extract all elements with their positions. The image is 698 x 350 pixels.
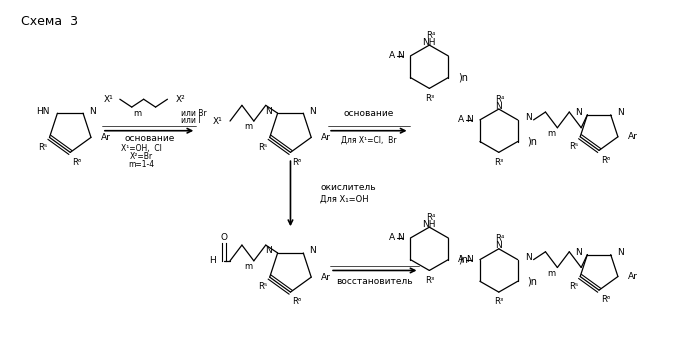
Text: Ar: Ar [321, 273, 331, 282]
Text: X²: X² [175, 95, 185, 104]
Text: R⁶: R⁶ [292, 158, 302, 167]
Text: Для X₁=OH: Для X₁=OH [320, 195, 369, 204]
Text: m: m [133, 108, 142, 118]
Text: R⁶: R⁶ [601, 156, 610, 165]
Text: N: N [466, 116, 473, 124]
Text: R³: R³ [494, 298, 503, 307]
Text: R⁵: R⁵ [258, 282, 268, 292]
Text: R⁵: R⁵ [569, 282, 578, 291]
Text: H: H [209, 256, 216, 265]
Text: R⁶: R⁶ [292, 298, 302, 307]
Text: N: N [309, 246, 316, 256]
Text: Ar: Ar [628, 132, 638, 141]
Text: R⁵: R⁵ [258, 143, 268, 152]
Text: R³: R³ [424, 94, 434, 103]
Text: R³: R³ [494, 158, 503, 167]
Text: Схема  3: Схема 3 [21, 15, 77, 28]
Text: R⁴: R⁴ [495, 234, 505, 244]
Text: )n: )n [528, 276, 537, 286]
Text: N: N [525, 253, 531, 262]
Text: R⁶: R⁶ [601, 295, 610, 304]
Text: N: N [466, 255, 473, 264]
Text: NH: NH [422, 38, 436, 47]
Text: N: N [496, 102, 502, 111]
Text: N: N [616, 248, 623, 257]
Text: R⁵: R⁵ [569, 142, 578, 151]
Text: Ar: Ar [101, 133, 111, 142]
Text: восстановитель: восстановитель [336, 277, 413, 286]
Text: R⁴: R⁴ [426, 213, 435, 222]
Text: основание: основание [124, 134, 174, 143]
Text: A: A [389, 233, 394, 243]
Text: A: A [458, 116, 464, 124]
Text: O: O [221, 233, 228, 242]
Text: R⁴: R⁴ [495, 95, 505, 104]
Text: R³: R³ [424, 276, 434, 285]
Text: m: m [244, 262, 252, 271]
Text: R⁶: R⁶ [72, 158, 82, 167]
Text: X¹: X¹ [104, 95, 114, 104]
Text: основание: основание [343, 108, 394, 118]
Text: X¹=OH,  Cl: X¹=OH, Cl [121, 144, 162, 153]
Text: R⁵: R⁵ [38, 143, 47, 152]
Text: A: A [389, 51, 394, 61]
Text: N: N [616, 108, 623, 117]
Text: X²=Br: X²=Br [130, 152, 154, 161]
Text: или I: или I [181, 116, 201, 125]
Text: или Br: или Br [181, 108, 207, 118]
Text: X¹: X¹ [212, 117, 222, 126]
Text: Для X¹=Cl,  Br: Для X¹=Cl, Br [341, 136, 396, 145]
Text: )n: )n [458, 255, 468, 265]
Text: HN: HN [36, 107, 50, 116]
Text: Ar: Ar [321, 133, 331, 142]
Text: NH: NH [422, 220, 436, 229]
Text: N: N [265, 107, 272, 116]
Text: N: N [396, 233, 403, 243]
Text: N: N [496, 241, 502, 250]
Text: R⁴: R⁴ [426, 31, 435, 40]
Text: N: N [525, 113, 531, 122]
Text: N: N [309, 107, 316, 116]
Text: m=1-4: m=1-4 [128, 160, 155, 169]
Text: )n: )n [528, 136, 537, 147]
Text: A: A [458, 255, 464, 264]
Text: N: N [396, 51, 403, 61]
Text: Ar: Ar [628, 272, 638, 281]
Text: N: N [574, 108, 581, 117]
Text: N: N [574, 248, 581, 257]
Text: m: m [547, 129, 556, 138]
Text: m: m [244, 122, 252, 132]
Text: N: N [265, 246, 272, 256]
Text: окислитель: окислитель [320, 183, 376, 192]
Text: m: m [547, 269, 556, 278]
Text: )n: )n [458, 72, 468, 83]
Text: N: N [89, 107, 96, 116]
